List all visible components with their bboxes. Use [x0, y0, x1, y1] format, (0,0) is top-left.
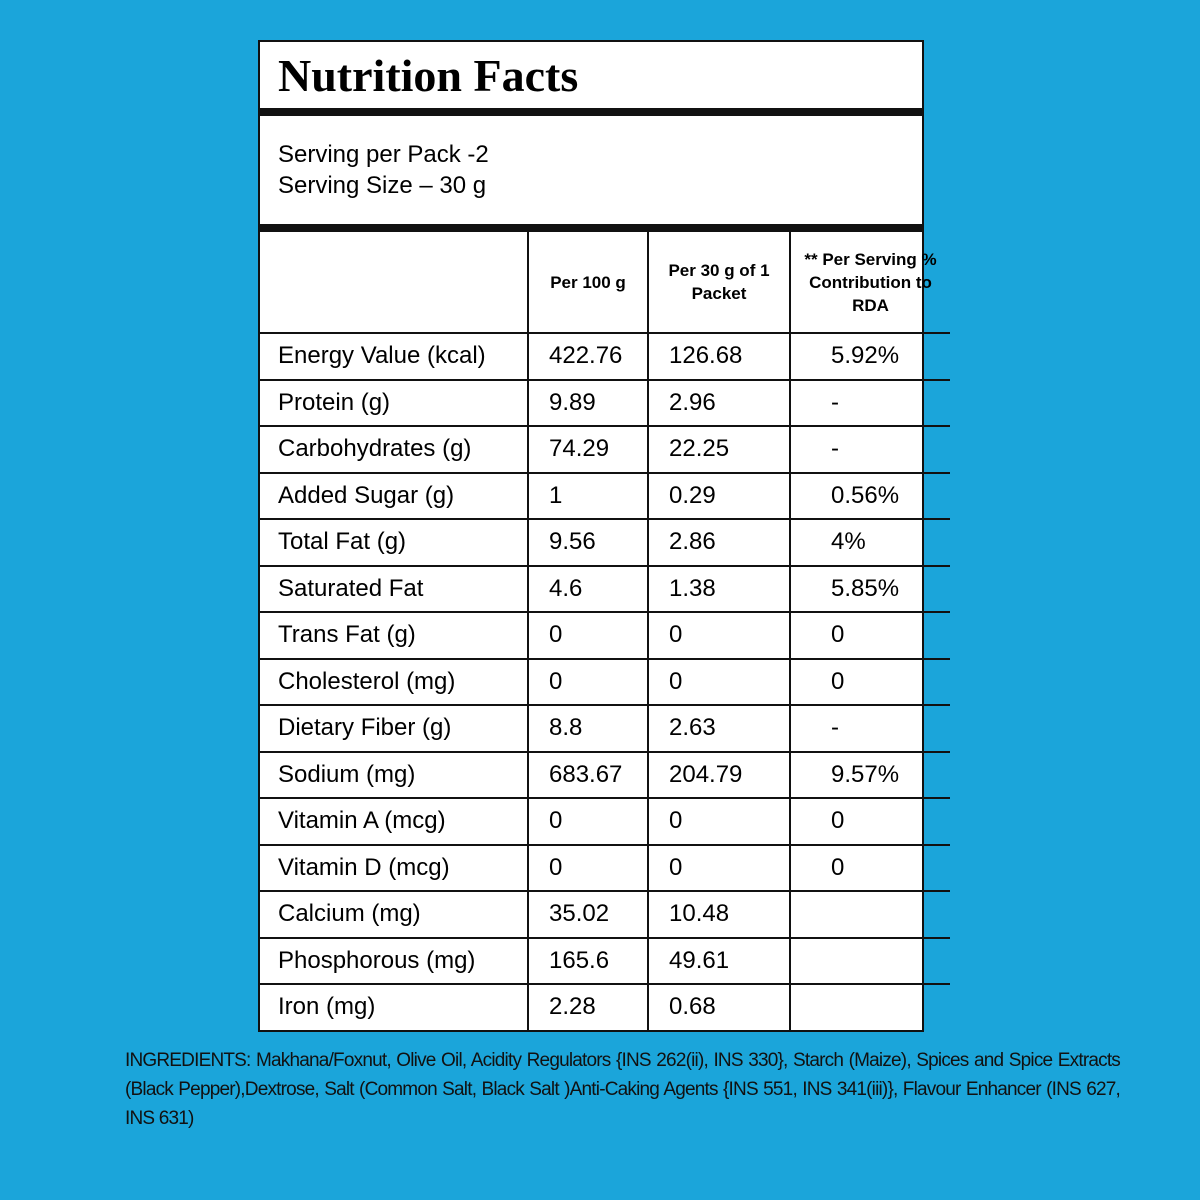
nutrient-value: 4%	[789, 518, 950, 567]
nutrition-table: Per 100 g Per 30 g of 1 Packet ** Per Serv…	[260, 232, 950, 1030]
nutrient-value: 9.89	[527, 378, 649, 427]
nutrient-name: Trans Fat (g)	[260, 611, 529, 660]
nutrient-value: 126.68	[647, 332, 791, 381]
title: Nutrition Facts	[278, 50, 579, 101]
nutrient-value: 204.79	[647, 750, 791, 799]
nutrient-value: 2.96	[647, 378, 791, 427]
nutrient-value	[789, 890, 950, 939]
nutrient-value: 683.67	[527, 750, 649, 799]
header-cell: ** Per Serving % Contribution to RDA	[789, 232, 950, 334]
nutrient-value: 0	[527, 843, 649, 892]
nutrient-value: 35.02	[527, 890, 649, 939]
nutrient-value: 0	[789, 797, 950, 846]
ingredients: INGREDIENTS: Makhana/Foxnut, Olive Oil, …	[125, 1050, 1121, 1129]
nutrient-row: Saturated Fat 4.6 1.38 5.85%	[260, 564, 950, 613]
nutrient-name: Protein (g)	[260, 378, 529, 427]
nutrient-name: Calcium (mg)	[260, 890, 529, 939]
nutrient-row: Added Sugar (g) 1 0.29 0.56%	[260, 471, 950, 520]
nutrient-value: 0	[527, 611, 649, 660]
nutrient-value: -	[789, 704, 950, 753]
nutrition-label: Nutrition Facts Serving per Pack -2 Servi…	[258, 40, 950, 1032]
nutrient-value: 0.29	[647, 471, 791, 520]
nutrient-value: 1	[527, 471, 649, 520]
nutrient-value: 22.25	[647, 425, 791, 474]
nutrient-row: Carbohydrates (g) 74.29 22.25-	[260, 425, 950, 474]
nutrient-value: 0.56%	[789, 471, 950, 520]
nutrient-value: 0	[647, 611, 791, 660]
nutrient-name: Vitamin D (mcg)	[260, 843, 529, 892]
nutrient-value: 9.57%	[789, 750, 950, 799]
nutrient-value: 2.86	[647, 518, 791, 567]
nutrient-name: Iron (mg)	[260, 983, 529, 1030]
nutrient-value: 165.6	[527, 936, 649, 985]
nutrient-value: 0	[789, 843, 950, 892]
nutrient-row: Trans Fat (g) 0 0 0	[260, 611, 950, 660]
nutrient-value: 5.92%	[789, 332, 950, 381]
nutrient-name: Energy Value (kcal)	[260, 332, 529, 381]
nutrient-name: Saturated Fat	[260, 564, 529, 613]
nutrient-value: 0	[789, 657, 950, 706]
nutrient-value: 0	[527, 657, 649, 706]
divider	[260, 224, 922, 232]
nutrient-value: -	[789, 378, 950, 427]
nutrient-row: Calcium (mg) 35.02 10.48	[260, 890, 950, 939]
nutrient-name: Total Fat (g)	[260, 518, 529, 567]
nutrient-value: 0	[789, 611, 950, 660]
nutrient-value: -	[789, 425, 950, 474]
nutrient-value	[789, 983, 950, 1030]
nutrient-row: Iron (mg) 2.28 0.68	[260, 983, 950, 1030]
nutrient-value: 2.63	[647, 704, 791, 753]
nutrient-name: Carbohydrates (g)	[260, 425, 529, 474]
nutrient-value: 422.76	[527, 332, 649, 381]
nutrient-value: 74.29	[527, 425, 649, 474]
divider	[260, 108, 922, 116]
nutrient-value: 8.8	[527, 704, 649, 753]
nutrient-name: Dietary Fiber (g)	[260, 704, 529, 753]
nutrient-row: Sodium (mg) 683.67 204.79 9.57%	[260, 750, 950, 799]
header-row: Per 100 g Per 30 g of 1 Packet ** Per Serv…	[260, 232, 950, 334]
nutrient-value: 0	[527, 797, 649, 846]
nutrient-value: 5.85%	[789, 564, 950, 613]
nutrient-name: Vitamin A (mcg)	[260, 797, 529, 846]
serving-line: Serving Size – 30 g	[278, 172, 487, 199]
header-cell	[260, 232, 529, 334]
nutrient-name: Sodium (mg)	[260, 750, 529, 799]
nutrient-value: 0	[647, 797, 791, 846]
nutrient-row: Protein (g) 9.89 2.96-	[260, 378, 950, 427]
nutrient-value: 4.6	[527, 564, 649, 613]
nutrient-row: Energy Value (kcal) 422.76 126.68 5.92%	[260, 332, 950, 381]
nutrient-value	[789, 936, 950, 985]
nutrient-value: 1.38	[647, 564, 791, 613]
nutrient-row: Dietary Fiber (g) 8.8 2.63-	[260, 704, 950, 753]
nutrient-value: 9.56	[527, 518, 649, 567]
header-cell: Per 100 g	[527, 232, 649, 334]
nutrient-row: Vitamin D (mcg) 0 0 0	[260, 843, 950, 892]
nutrient-value: 0	[647, 657, 791, 706]
nutrient-name: Phosphorous (mg)	[260, 936, 529, 985]
nutrient-value: 49.61	[647, 936, 791, 985]
serving-info: Serving per Pack -2 Serving Size – 30 g	[260, 116, 922, 224]
header-cell: Per 30 g of 1 Packet	[647, 232, 791, 334]
nutrient-row: Phosphorous (mg) 165.6 49.61	[260, 936, 950, 985]
nutrient-row: Cholesterol (mg) 0 0 0	[260, 657, 950, 706]
nutrient-row: Total Fat (g) 9.56 2.86 4%	[260, 518, 950, 567]
nutrient-row: Vitamin A (mcg) 0 0 0	[260, 797, 950, 846]
serving-line: Serving per Pack -2	[278, 141, 489, 168]
nutrient-value: 10.48	[647, 890, 791, 939]
nutrient-value: 0.68	[647, 983, 791, 1030]
nutrient-value: 2.28	[527, 983, 649, 1030]
nutrient-value: 0	[647, 843, 791, 892]
nutrient-name: Cholesterol (mg)	[260, 657, 529, 706]
nutrient-name: Added Sugar (g)	[260, 471, 529, 520]
